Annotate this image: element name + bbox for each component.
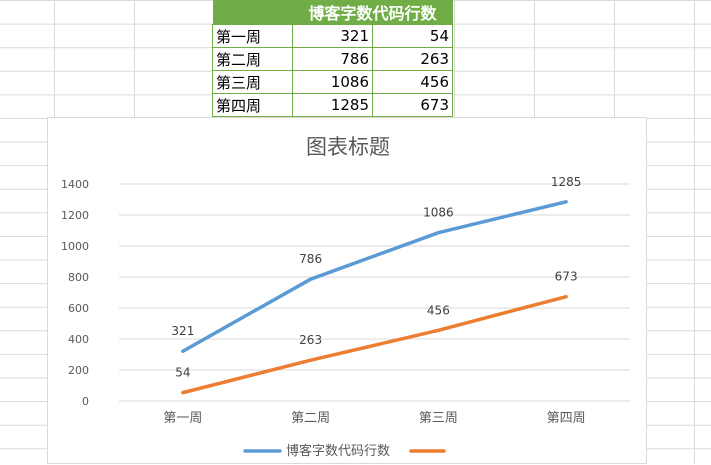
legend-label-1: 博客字数代码行数	[286, 443, 390, 459]
code-lines-cell[interactable]: 456	[372, 70, 453, 94]
data-label: 54	[175, 366, 190, 380]
data-label: 263	[299, 333, 322, 347]
x-tick-label: 第四周	[547, 411, 586, 426]
blog-words-cell[interactable]: 321	[292, 24, 373, 48]
week-cell[interactable]: 第二周	[212, 47, 293, 71]
chart-title: 图表标题	[306, 135, 390, 159]
table-row: 第二周 786 263	[212, 47, 453, 71]
data-label: 1285	[551, 175, 582, 189]
x-tick-label: 第一周	[163, 411, 202, 426]
data-label: 321	[171, 324, 194, 338]
data-label: 1086	[423, 206, 454, 220]
y-tick-label: 600	[68, 302, 89, 315]
code-lines-cell[interactable]: 673	[372, 93, 453, 117]
blog-words-cell[interactable]: 1086	[292, 70, 373, 94]
series-line-2	[181, 294, 568, 395]
code-lines-cell[interactable]: 54	[372, 24, 453, 48]
series-line-1	[181, 200, 568, 353]
code-lines-cell[interactable]: 263	[372, 47, 453, 71]
x-tick-label: 第三周	[419, 411, 458, 426]
table-blank-header[interactable]	[212, 0, 293, 25]
y-tick-label: 1200	[61, 209, 89, 222]
y-tick-label: 800	[68, 271, 89, 284]
line-chart[interactable]: 图表标题 0 200 400 600 800 1000 1200 1400 第一周 第二周 第三周 第四…	[47, 117, 647, 464]
data-table: 博客字数代码行数 第一周 321 54 第二周 786 263 第三周 1086…	[212, 0, 453, 117]
week-cell[interactable]: 第三周	[212, 70, 293, 94]
y-tick-label: 200	[68, 364, 89, 377]
blog-words-cell[interactable]: 786	[292, 47, 373, 71]
x-tick-label: 第二周	[291, 411, 330, 426]
y-tick-label: 1000	[61, 240, 89, 253]
week-cell[interactable]: 第一周	[212, 24, 293, 48]
week-cell[interactable]: 第四周	[212, 93, 293, 117]
y-tick-label: 400	[68, 333, 89, 346]
y-tick-label: 1400	[61, 178, 89, 191]
data-label: 786	[299, 252, 322, 266]
table-row: 第一周 321 54	[212, 24, 453, 48]
blog-words-cell[interactable]: 1285	[292, 93, 373, 117]
table-row: 第三周 1086 456	[212, 70, 453, 94]
data-label: 456	[427, 303, 450, 317]
data-label: 673	[555, 270, 578, 284]
y-tick-label: 0	[82, 395, 89, 408]
chart-canvas: 图表标题 0 200 400 600 800 1000 1200 1400 第一周 第二周 第三周 第四…	[61, 135, 630, 459]
table-row: 第四周 1285 673	[212, 93, 453, 117]
table-header[interactable]: 博客字数代码行数	[292, 0, 453, 25]
